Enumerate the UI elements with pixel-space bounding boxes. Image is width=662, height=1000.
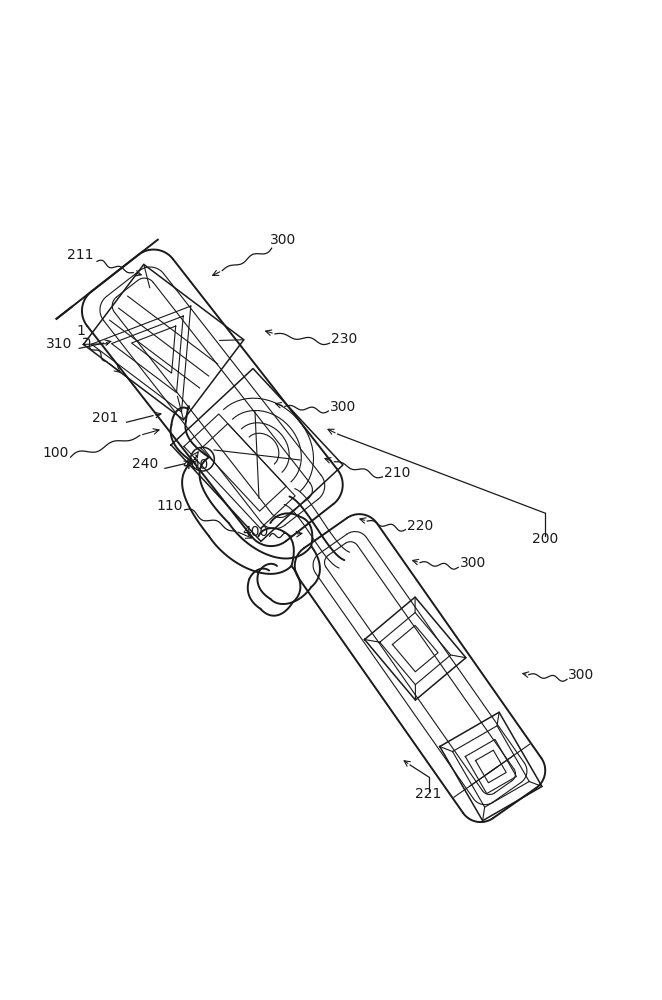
- Text: 240: 240: [132, 457, 158, 471]
- Text: 211: 211: [68, 248, 94, 262]
- Text: 221: 221: [415, 787, 442, 801]
- Text: 300: 300: [459, 556, 486, 570]
- Text: 110: 110: [156, 499, 183, 513]
- Text: 1: 1: [76, 324, 85, 338]
- Text: 300: 300: [330, 400, 356, 414]
- Text: 210: 210: [384, 466, 410, 480]
- Text: 201: 201: [93, 411, 118, 425]
- Text: 310: 310: [46, 337, 73, 351]
- Text: 300: 300: [270, 233, 297, 247]
- Text: 230: 230: [331, 332, 357, 346]
- Text: 400: 400: [183, 458, 209, 472]
- Text: 200: 200: [532, 532, 558, 546]
- Text: 220: 220: [407, 519, 433, 533]
- Text: 100: 100: [42, 446, 69, 460]
- Text: 300: 300: [569, 668, 594, 682]
- Text: 400: 400: [242, 525, 268, 539]
